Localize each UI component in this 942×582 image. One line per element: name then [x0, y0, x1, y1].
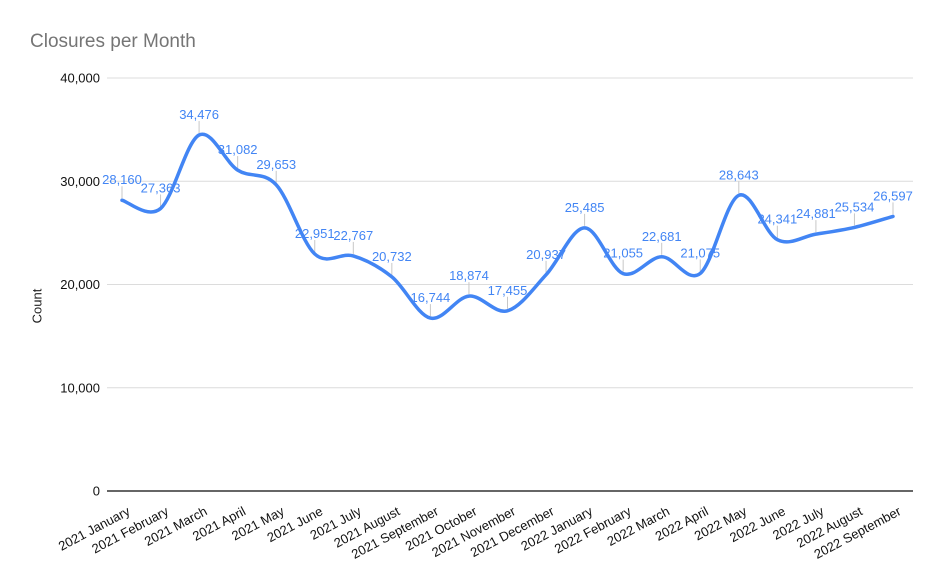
data-label: 25,534	[835, 199, 875, 214]
data-label: 24,341	[757, 212, 797, 227]
data-label: 21,055	[603, 246, 643, 261]
data-label: 16,744	[411, 290, 451, 305]
chart-title: Closures per Month	[30, 31, 196, 52]
data-label: 22,681	[642, 229, 682, 244]
y-axis-title: Count	[29, 288, 45, 324]
y-tick-label: 30,000	[60, 174, 100, 189]
data-label: 22,767	[333, 228, 373, 243]
data-label: 21,075	[680, 245, 720, 260]
data-label: 28,160	[102, 172, 142, 187]
data-label: 20,732	[372, 249, 412, 264]
y-tick-label: 0	[93, 484, 100, 499]
data-label: 26,597	[873, 188, 913, 203]
series-line[interactable]	[120, 132, 895, 320]
data-label: 24,881	[796, 206, 836, 221]
data-label: 31,082	[218, 142, 258, 157]
data-label: 25,485	[565, 200, 605, 215]
y-tick-label: 10,000	[60, 380, 100, 395]
data-label: 22,951	[295, 226, 335, 241]
y-tick-label: 20,000	[60, 277, 100, 292]
data-label: 28,643	[719, 167, 759, 182]
data-label: 34,476	[179, 107, 219, 122]
data-label: 29,653	[256, 157, 296, 172]
data-label: 17,455	[488, 283, 528, 298]
data-label: 27,363	[141, 180, 181, 195]
y-tick-label: 40,000	[60, 71, 100, 86]
data-label: 18,874	[449, 268, 489, 283]
data-label: 20,937	[526, 247, 566, 262]
